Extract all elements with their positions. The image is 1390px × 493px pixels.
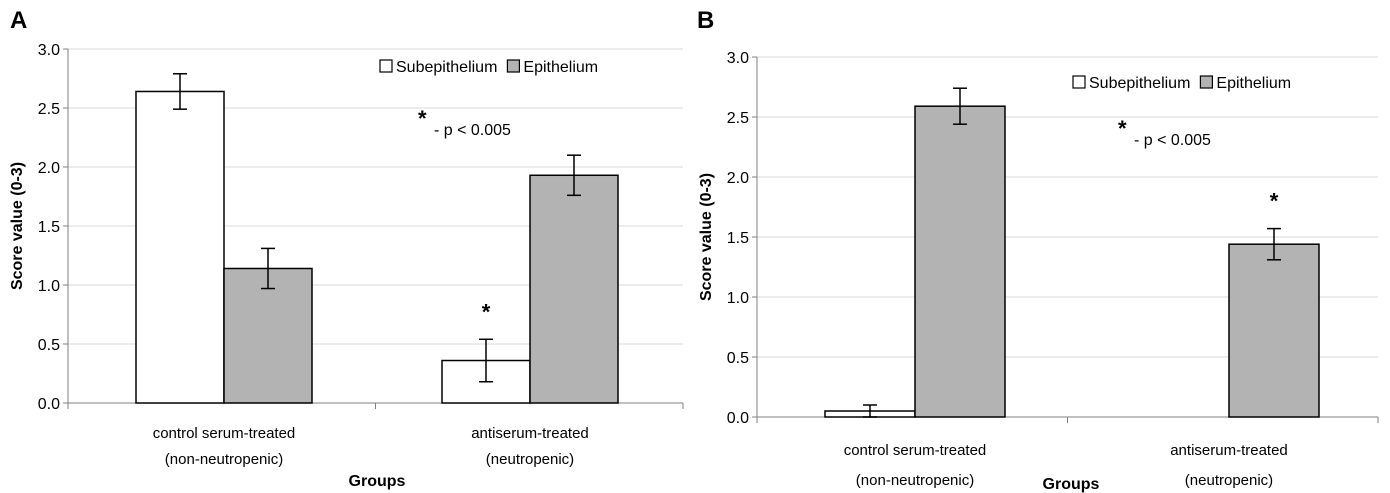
panel-a-label: A <box>10 7 27 34</box>
panel-a-y-tick-label: 0.0 <box>38 396 60 413</box>
panel-a-bar-epithelium-0 <box>223 267 313 404</box>
panel-b-legend-swatch-epithelium <box>1199 75 1214 89</box>
panel-b-y-tick-label: 0.5 <box>727 350 749 367</box>
panel-b-legend-label-epithelium: Epithelium <box>1216 75 1291 92</box>
panel-a-note-star: * <box>418 106 427 131</box>
panel-b-y-axis-label: Score value (0-3) <box>698 173 715 301</box>
panel-b-y-tick-label: 2.0 <box>727 170 749 187</box>
panel-b-legend-swatch-subepithelium <box>1072 75 1086 89</box>
panel-b-bar-epithelium-1 <box>1228 243 1320 418</box>
panel-a-note-text: - p < 0.005 <box>434 122 511 139</box>
panel-b-label: B <box>697 7 714 34</box>
panel-a-y-tick-label: 2.0 <box>38 160 60 177</box>
panel-a-category-label: antiserum-treated <box>471 425 589 442</box>
panel-b-y-tick-label: 3.0 <box>727 50 749 67</box>
panel-a-y-tick-label: 1.0 <box>38 278 60 295</box>
panel-a-x-axis-label: Groups <box>349 473 406 490</box>
panel-a-category-label: control serum-treated <box>153 425 296 442</box>
panel-b-category-sublabel: (neutropenic) <box>1185 472 1273 489</box>
panel-b-legend-label-subepithelium: Subepithelium <box>1089 75 1190 92</box>
panel-b-category-label: antiserum-treated <box>1170 442 1288 459</box>
panel-a-legend-label-epithelium: Epithelium <box>523 59 598 76</box>
panel-a-y-tick-label: 1.5 <box>38 219 60 236</box>
panel-b-category-label: control serum-treated <box>844 442 987 459</box>
panel-a-legend-swatch-subepithelium <box>379 59 393 73</box>
panel-b-x-axis-label: Groups <box>1043 476 1100 493</box>
panel-b-category-sublabel: (non-neutropenic) <box>856 472 974 489</box>
panel-b-y-tick-label: 1.5 <box>727 230 749 247</box>
panel-b-y-tick-label: 2.5 <box>727 110 749 127</box>
panel-a-category-sublabel: (non-neutropenic) <box>165 451 283 468</box>
panel-b-significance-mark: * <box>1270 189 1279 214</box>
panel-b-y-tick-label: 0.0 <box>727 410 749 427</box>
panel-b-bar-epithelium-0 <box>914 105 1006 418</box>
panel-a-y-tick-label: 3.0 <box>38 42 60 59</box>
panel-b-y-tick-label: 1.0 <box>727 290 749 307</box>
panel-a-legend-label-subepithelium: Subepithelium <box>396 59 497 76</box>
panel-a-y-tick-label: 0.5 <box>38 337 60 354</box>
panel-a-category-sublabel: (neutropenic) <box>486 451 574 468</box>
panel-a-y-tick-label: 2.5 <box>38 101 60 118</box>
panel-b-note-star: * <box>1118 116 1127 141</box>
panel-a-bar-subepithelium-0 <box>135 90 225 404</box>
panel-b-note-text: - p < 0.005 <box>1134 132 1211 149</box>
panel-a-bar-epithelium-1 <box>529 174 619 404</box>
panel-a-legend-swatch-epithelium <box>506 59 521 73</box>
panel-a-significance-mark: * <box>482 299 491 324</box>
panel-a-y-axis-label: Score value (0-3) <box>9 162 26 290</box>
